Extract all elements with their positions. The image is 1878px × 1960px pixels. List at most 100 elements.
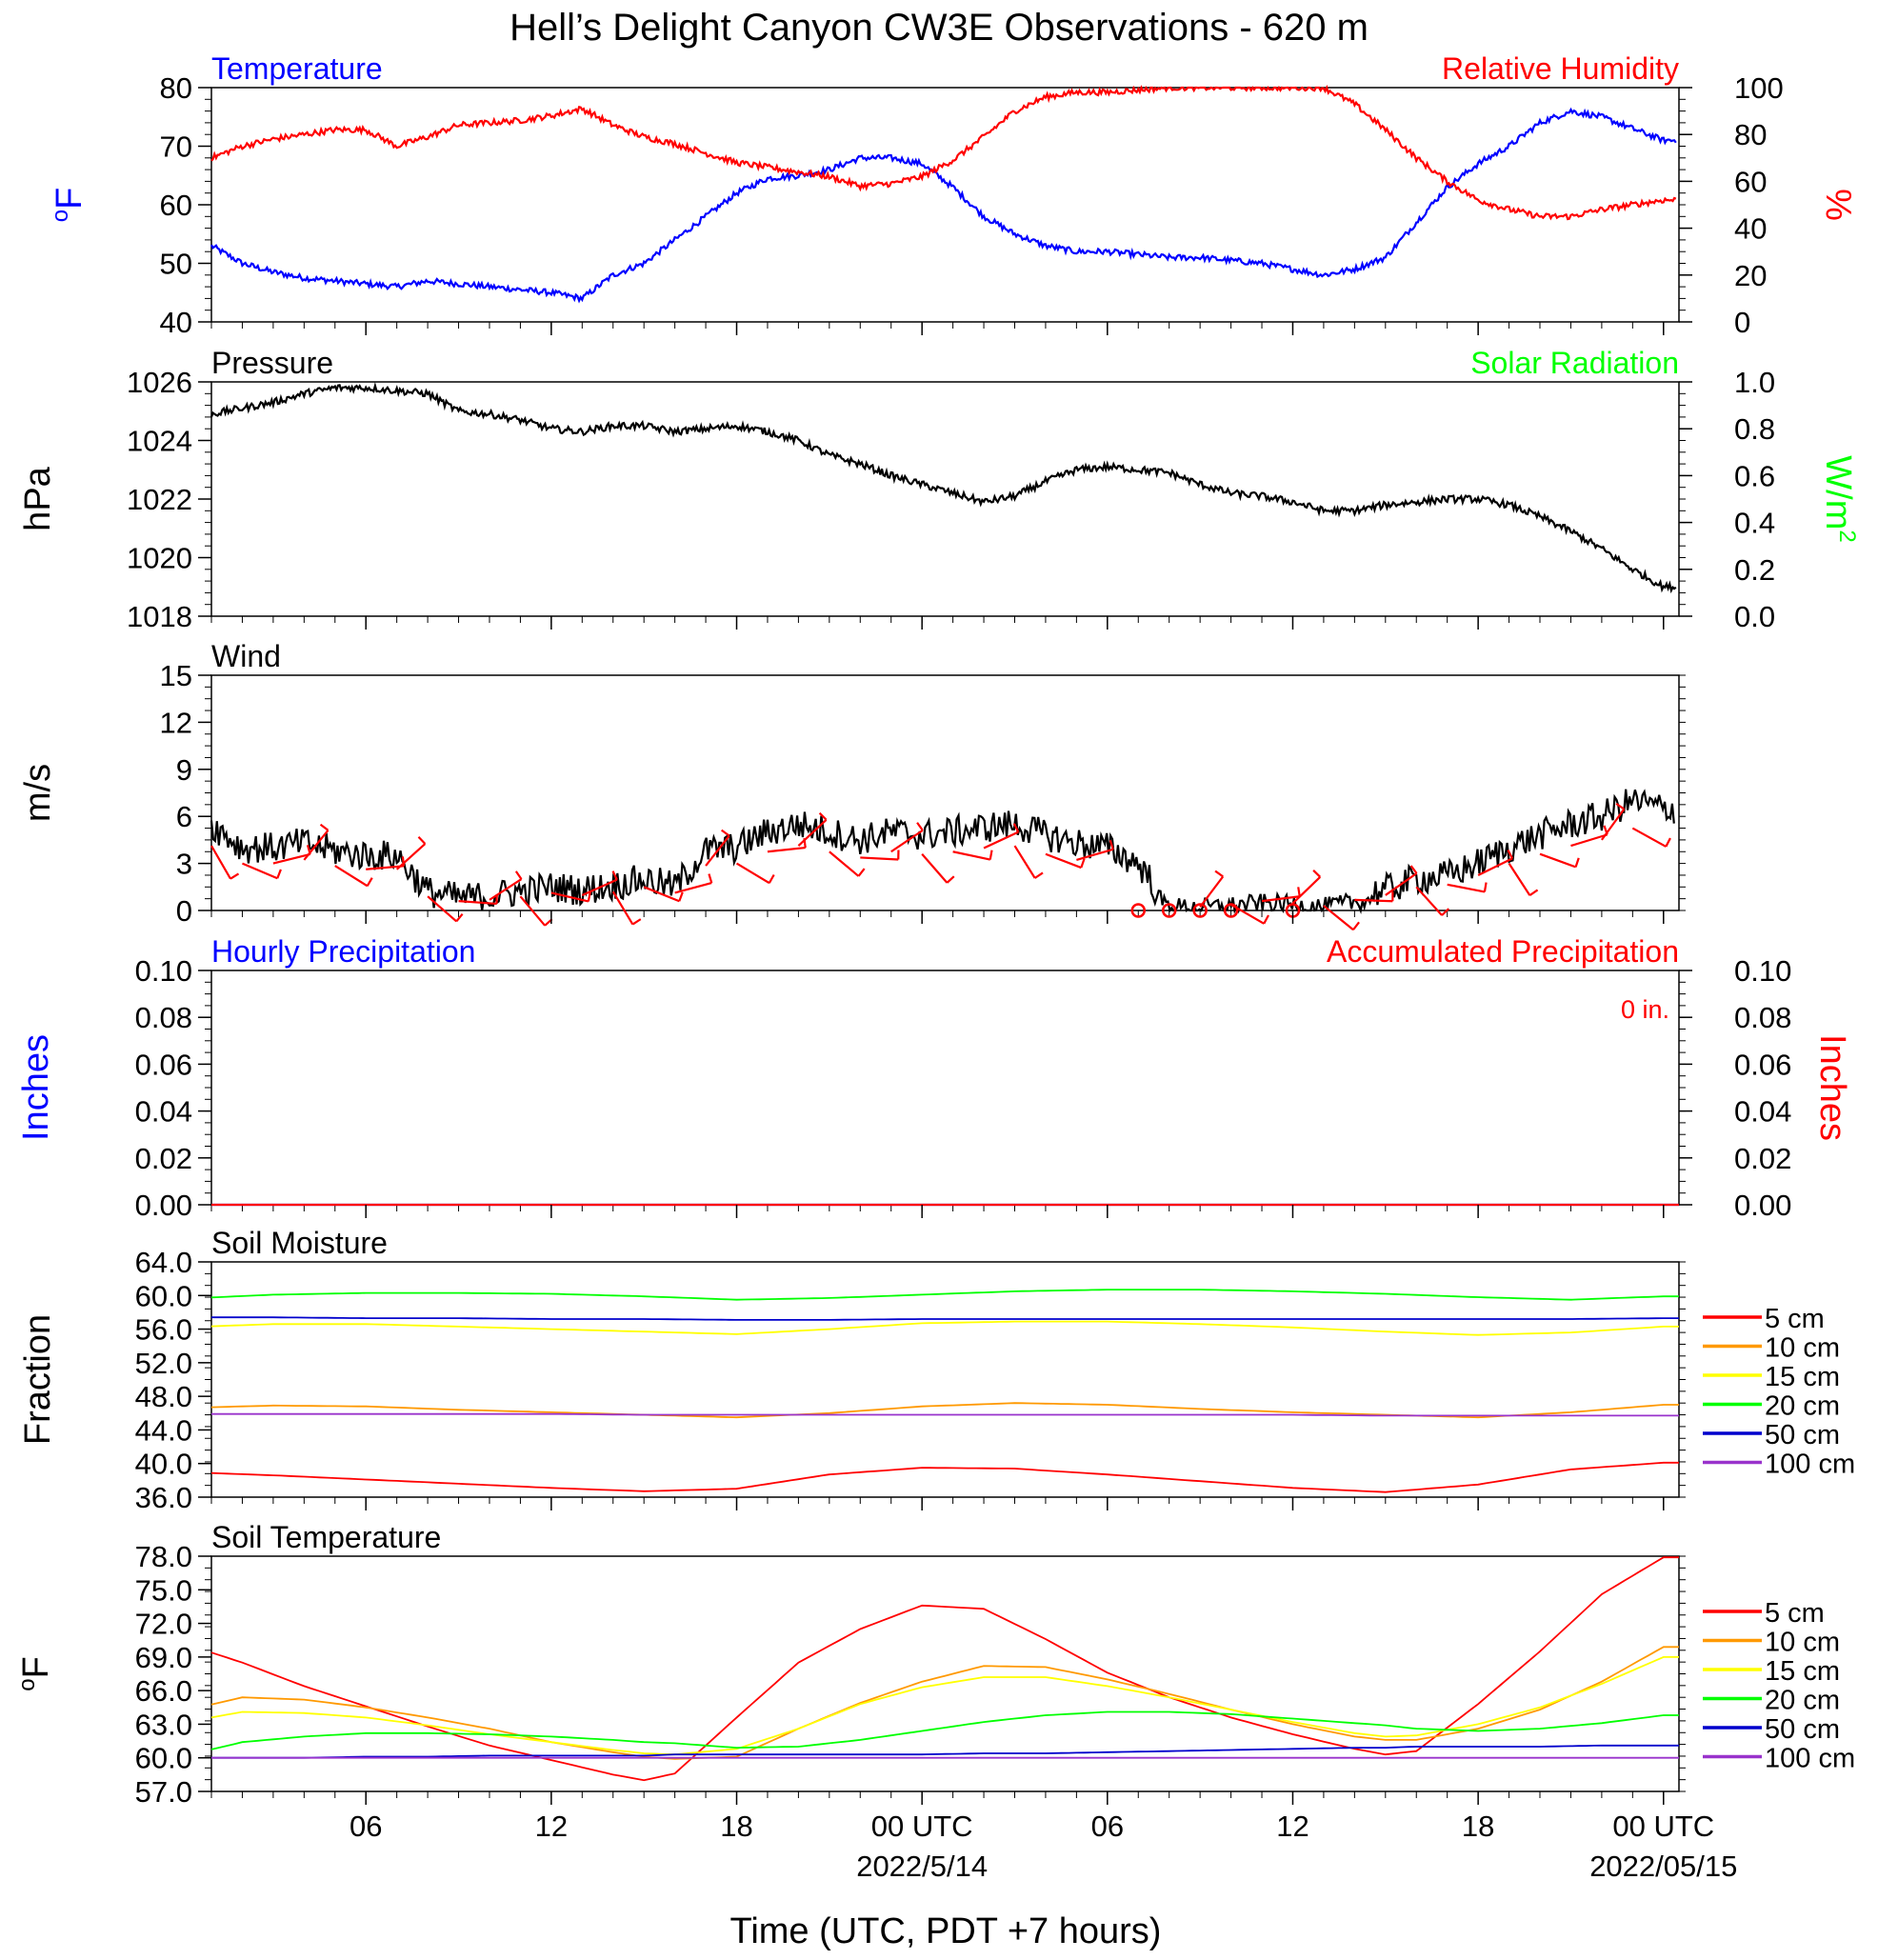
wind-barb — [581, 878, 618, 896]
wind-barb — [921, 852, 949, 884]
wind-barb — [890, 829, 924, 853]
wind-barb — [1354, 898, 1393, 903]
wind-barb — [458, 900, 497, 906]
wind-barb-flag — [230, 872, 240, 880]
legend-label: 5 cm — [1765, 1304, 1825, 1334]
wind-barb-flag — [1214, 870, 1224, 878]
x-tick-label: 06 — [350, 1810, 382, 1843]
wind-barb-flag — [1483, 882, 1488, 892]
y-tick-label: 0.06 — [135, 1048, 192, 1081]
wind-barb-flag — [1441, 908, 1449, 916]
legend-label: 100 cm — [1765, 1450, 1855, 1480]
y-tick-label-right: 0.0 — [1734, 600, 1775, 633]
y-tick-label: 57.0 — [135, 1775, 192, 1809]
wind-barb — [1539, 852, 1576, 869]
y-axis-label: oF — [14, 1656, 56, 1691]
wind-barb-flag — [678, 891, 684, 902]
wind-barb — [705, 834, 730, 867]
wind-barb-flag — [1507, 850, 1514, 859]
y-tick-label-right: 0.06 — [1734, 1048, 1791, 1081]
wind-barb — [611, 890, 634, 926]
y-tick-label: 78.0 — [135, 1540, 192, 1573]
y-tick-label: 3 — [176, 848, 192, 881]
wind-barb-flag — [1263, 914, 1269, 925]
wind-barb — [1477, 857, 1513, 876]
wind-barb-flag — [1409, 865, 1418, 874]
wind-barb — [1013, 845, 1036, 879]
wind-barb — [519, 895, 546, 927]
series-line-relative-humidity — [210, 84, 1677, 221]
legend-label: 20 cm — [1765, 1391, 1840, 1422]
y-tick-label-right: 0.6 — [1734, 459, 1775, 492]
wind-barb — [427, 895, 458, 923]
wind-barb — [1385, 872, 1418, 896]
y-axis-label: m/s — [18, 764, 58, 822]
legend-label: 100 cm — [1765, 1744, 1855, 1774]
wind-barb-flag — [1665, 837, 1671, 848]
wind-barb — [1447, 883, 1486, 893]
wind-barb-flag — [989, 850, 993, 860]
y-axis-label: Inches — [16, 1034, 56, 1141]
calm-wind-marker — [1223, 903, 1239, 918]
superscript: 2 — [1834, 530, 1860, 542]
y-tick-label: 60.0 — [135, 1279, 192, 1312]
wind-barb — [1291, 876, 1322, 905]
y-tick-label: 1020 — [127, 542, 192, 575]
panel-4: 0.10 0.08 0.06 0.04 0.02 0.00 0.10 0.08 0.06 0.04… — [16, 934, 1852, 1222]
panel-2: 1026 1024 1022 1020 1018 1.0 0.8 0.6 0.4 0.2 0.0 Pr… — [18, 346, 1860, 633]
y-tick-label: 0.00 — [135, 1189, 192, 1222]
wind-barb — [1076, 848, 1114, 861]
wind-barb — [366, 865, 405, 870]
wind-barb — [1199, 875, 1225, 908]
y-tick-label-right: 60 — [1734, 165, 1767, 198]
y-tick-label: 60 — [160, 189, 192, 222]
legend-label: 10 cm — [1765, 1628, 1840, 1658]
wind-barb — [983, 830, 1019, 850]
wind-barb-flag — [1297, 887, 1301, 897]
legend-label: 5 cm — [1765, 1598, 1825, 1629]
wind-barb-flag — [720, 829, 730, 837]
panel-5: 64.060.056.052.048.044.040.036.0 Soil Moi… — [18, 1226, 1855, 1514]
panel-title-right: Solar Radiation — [1470, 346, 1679, 380]
y-tick-label-right: 100 — [1734, 71, 1784, 105]
wind-barb-flag — [455, 912, 464, 923]
date-label: 2022/5/14 — [856, 1850, 988, 1883]
series-line-20-cm — [210, 1710, 1679, 1750]
wind-barb-flag — [1528, 889, 1539, 897]
panel-title-left: Soil Temperature — [211, 1520, 441, 1554]
x-tick-label: 18 — [1462, 1810, 1494, 1843]
y-tick-label: 80 — [160, 71, 192, 105]
wind-barb-flag — [946, 875, 955, 884]
panel-title-right: Relative Humidity — [1442, 51, 1679, 86]
wind-barb — [210, 845, 231, 880]
series-line-15-cm — [210, 1656, 1679, 1756]
y-tick-label: 48.0 — [135, 1380, 192, 1413]
y-tick-label: 50 — [160, 248, 192, 281]
y-tick-label: 0.10 — [135, 954, 192, 988]
panel-3: 15 12 9 6 3 0 Wind m/s — [18, 639, 1686, 931]
series-line-50-cm — [211, 1744, 1679, 1759]
y-tick-label: 72.0 — [135, 1608, 192, 1641]
y-tick-label: 0.08 — [135, 1001, 192, 1034]
series-line-100-cm — [211, 1412, 1679, 1417]
legend-label: 50 cm — [1765, 1420, 1840, 1450]
wind-barb — [735, 862, 770, 885]
series-line-50-cm — [211, 1316, 1679, 1321]
wind-barb-flag — [768, 873, 775, 884]
y-tick-label-right: 0.08 — [1734, 1001, 1791, 1034]
y-tick-label: 56.0 — [135, 1313, 192, 1347]
wind-barb — [643, 886, 680, 903]
y-tick-label: 9 — [176, 753, 192, 787]
panel-title-left: Wind — [211, 639, 281, 673]
y-tick-label: 6 — [176, 800, 192, 833]
y-tick-label: 0.02 — [135, 1142, 192, 1175]
panel-title-left: Temperature — [211, 51, 383, 86]
panel-title-right: Accumulated Precipitation — [1327, 934, 1679, 969]
wind-barb — [242, 862, 278, 880]
y-tick-label: 66.0 — [135, 1674, 192, 1708]
series-line-15-cm — [210, 1320, 1679, 1336]
x-tick-label: 12 — [535, 1810, 568, 1843]
panel-1: 80 70 60 50 40 100 80 60 40 20 0 Temperature Relativ… — [48, 51, 1858, 339]
y-tick-label: 0 — [176, 894, 192, 928]
wind-barb-flag — [1109, 840, 1114, 850]
